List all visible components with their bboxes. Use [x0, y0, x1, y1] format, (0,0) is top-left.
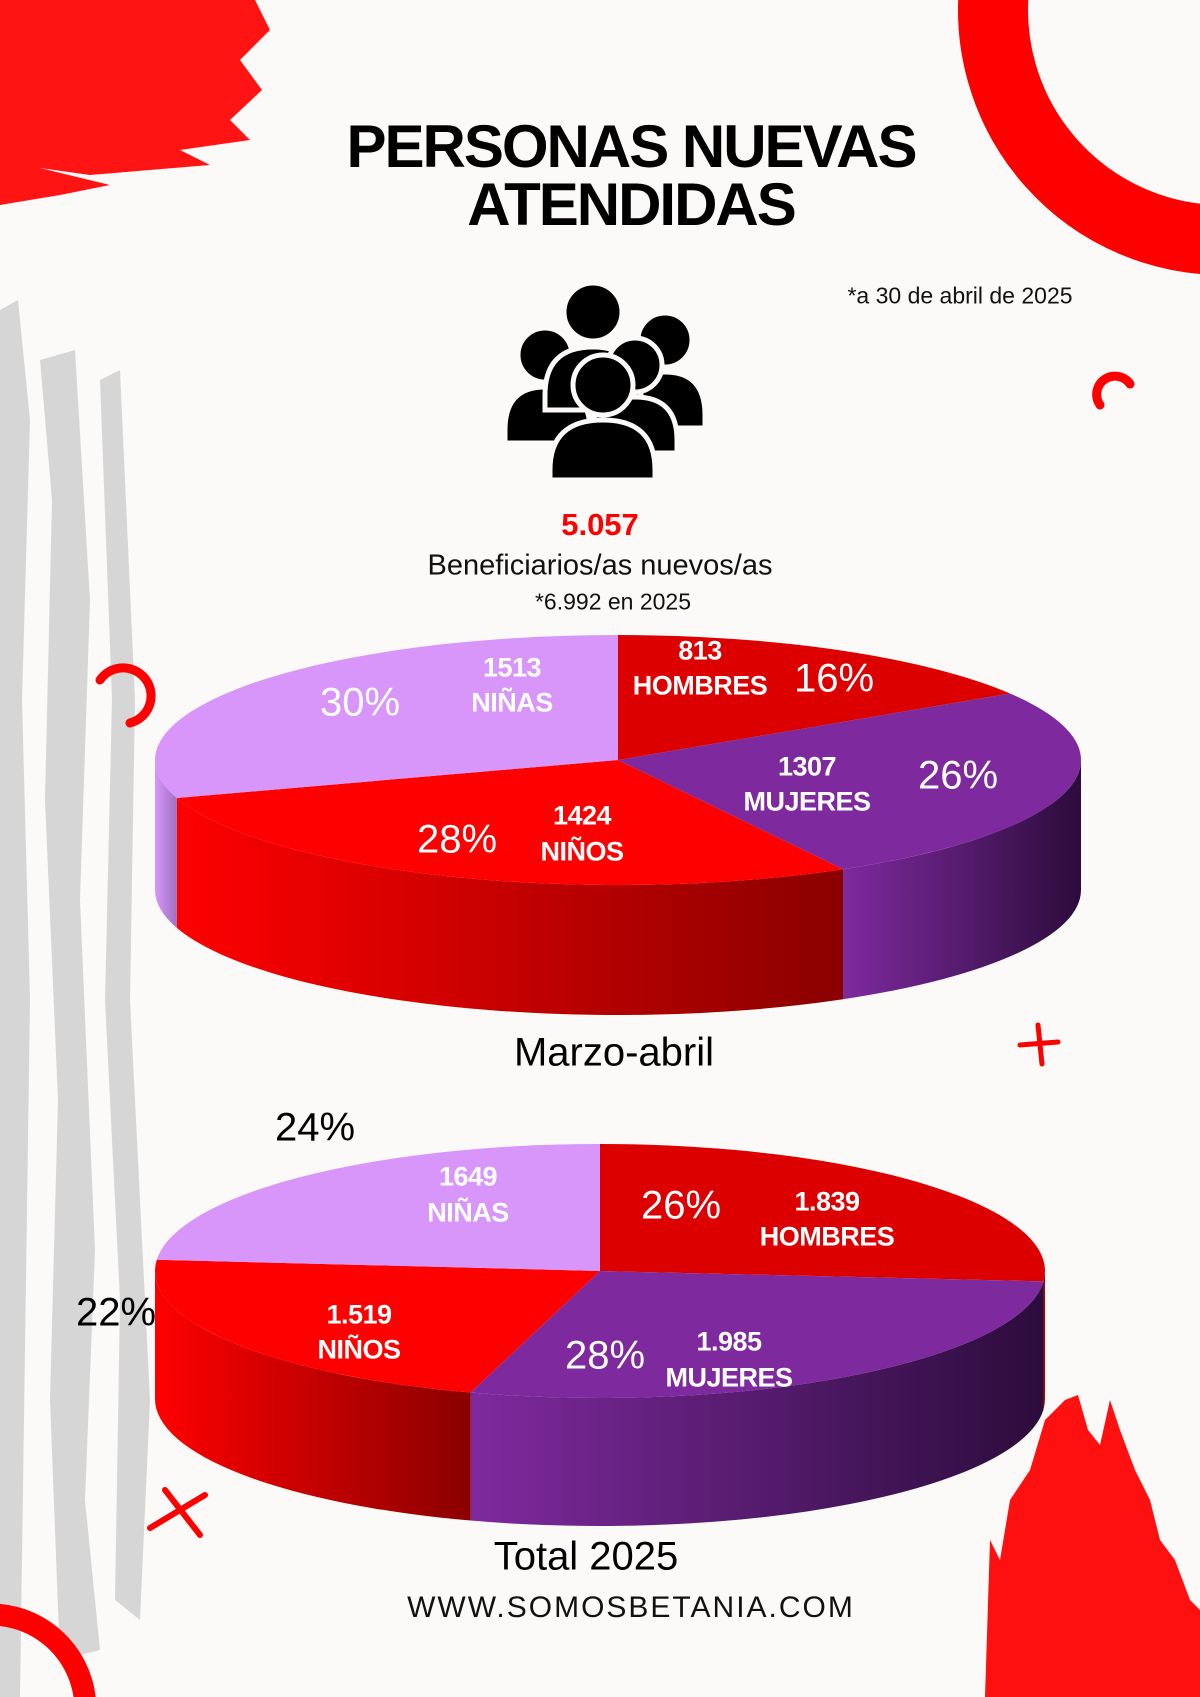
pie2-mujeres-label: MUJERES — [665, 1362, 793, 1393]
beneficiaries-label: Beneficiarios/as nuevos/as — [427, 549, 773, 582]
pie2-ninas-value: 1649 — [438, 1161, 498, 1192]
pie1-ninas-value: 1513 — [482, 652, 542, 683]
pie1-hombres-percent: 16% — [793, 656, 875, 701]
pie2-side-mujeres — [470, 1281, 1044, 1527]
pie2-hombres-value: 1.839 — [794, 1186, 860, 1217]
red-small-arc-left — [95, 663, 156, 728]
pie1-ninos-percent: 28% — [416, 817, 498, 862]
pie1-hombres-label: HOMBRES — [632, 670, 768, 701]
pie2-side-ninos — [155, 1271, 471, 1521]
year-total-note: *6.992 en 2025 — [534, 588, 692, 615]
pie1-side-ninas — [155, 760, 177, 929]
gray-brush-strokes — [0, 300, 150, 1697]
pie2-ninos-percent: 22% — [75, 1290, 157, 1335]
pie2-slice-ninos — [155, 1259, 600, 1393]
pie1-slice-hombres — [618, 635, 1011, 760]
pie1-slice-ninos — [176, 760, 844, 885]
red-cross-right — [1017, 1022, 1061, 1067]
red-brush-bottom-right — [985, 1395, 1200, 1697]
pie2-mujeres-value: 1.985 — [696, 1326, 762, 1357]
pie1-slice-mujeres — [618, 693, 1082, 870]
people-group-icon — [505, 280, 708, 480]
red-brush-top-left — [0, 0, 270, 205]
pie1-side-mujeres — [843, 760, 1081, 1000]
pie2-ninos-value: 1.519 — [326, 1299, 392, 1330]
pie1-mujeres-percent: 26% — [917, 753, 999, 798]
red-arc-bottom-left — [0, 1603, 96, 1697]
pie2-slice-ninas — [156, 1144, 600, 1271]
pie2-side-hombres — [1043, 1271, 1045, 1410]
pie2-mujeres-percent: 28% — [564, 1333, 646, 1378]
pie1-sides — [155, 760, 1081, 1016]
pie1-side-ninos — [176, 798, 844, 1016]
pie1-title: Marzo-abril — [513, 1030, 715, 1075]
red-small-arc-right — [1092, 371, 1135, 410]
pie1-slices — [155, 635, 1082, 885]
pie1-mujeres-label: MUJERES — [743, 786, 871, 817]
pie1-slice-ninas — [155, 635, 618, 799]
pie2-hombres-percent: 26% — [640, 1183, 722, 1228]
pie2-title: Total 2025 — [493, 1534, 679, 1579]
pie2-slices — [155, 1144, 1045, 1398]
red-arc-top-right — [958, 0, 1200, 274]
pie1-hombres-value: 813 — [678, 635, 722, 666]
title-line-2: ATENDIDAS — [467, 171, 797, 238]
pie2-sides — [155, 1271, 1045, 1527]
pie1-mujeres-value: 1307 — [777, 751, 837, 782]
pie2-ninas-percent: 24% — [274, 1105, 356, 1150]
red-x-left — [147, 1487, 208, 1538]
pie1-ninas-percent: 30% — [319, 680, 401, 725]
total-beneficiaries: 5.057 — [561, 507, 639, 542]
pie1-ninas-label: NIÑAS — [471, 687, 553, 718]
pie2-ninas-label: NIÑAS — [427, 1197, 509, 1228]
pie2-slice-mujeres — [470, 1271, 1044, 1398]
pie2-hombres-label: HOMBRES — [759, 1221, 895, 1252]
date-note: *a 30 de abril de 2025 — [847, 282, 1073, 309]
page-title: PERSONAS NUEVAS ATENDIDAS — [346, 113, 917, 238]
pie2-ninos-label: NIÑOS — [317, 1334, 401, 1365]
pie1-ninos-value: 1424 — [552, 800, 612, 831]
title-line-1: PERSONAS NUEVAS — [346, 113, 917, 180]
website-url: WWW.SOMOSBETANIA.COM — [407, 1591, 855, 1624]
pie1-ninos-label: NIÑOS — [540, 836, 624, 867]
pie2-slice-hombres — [600, 1144, 1045, 1282]
